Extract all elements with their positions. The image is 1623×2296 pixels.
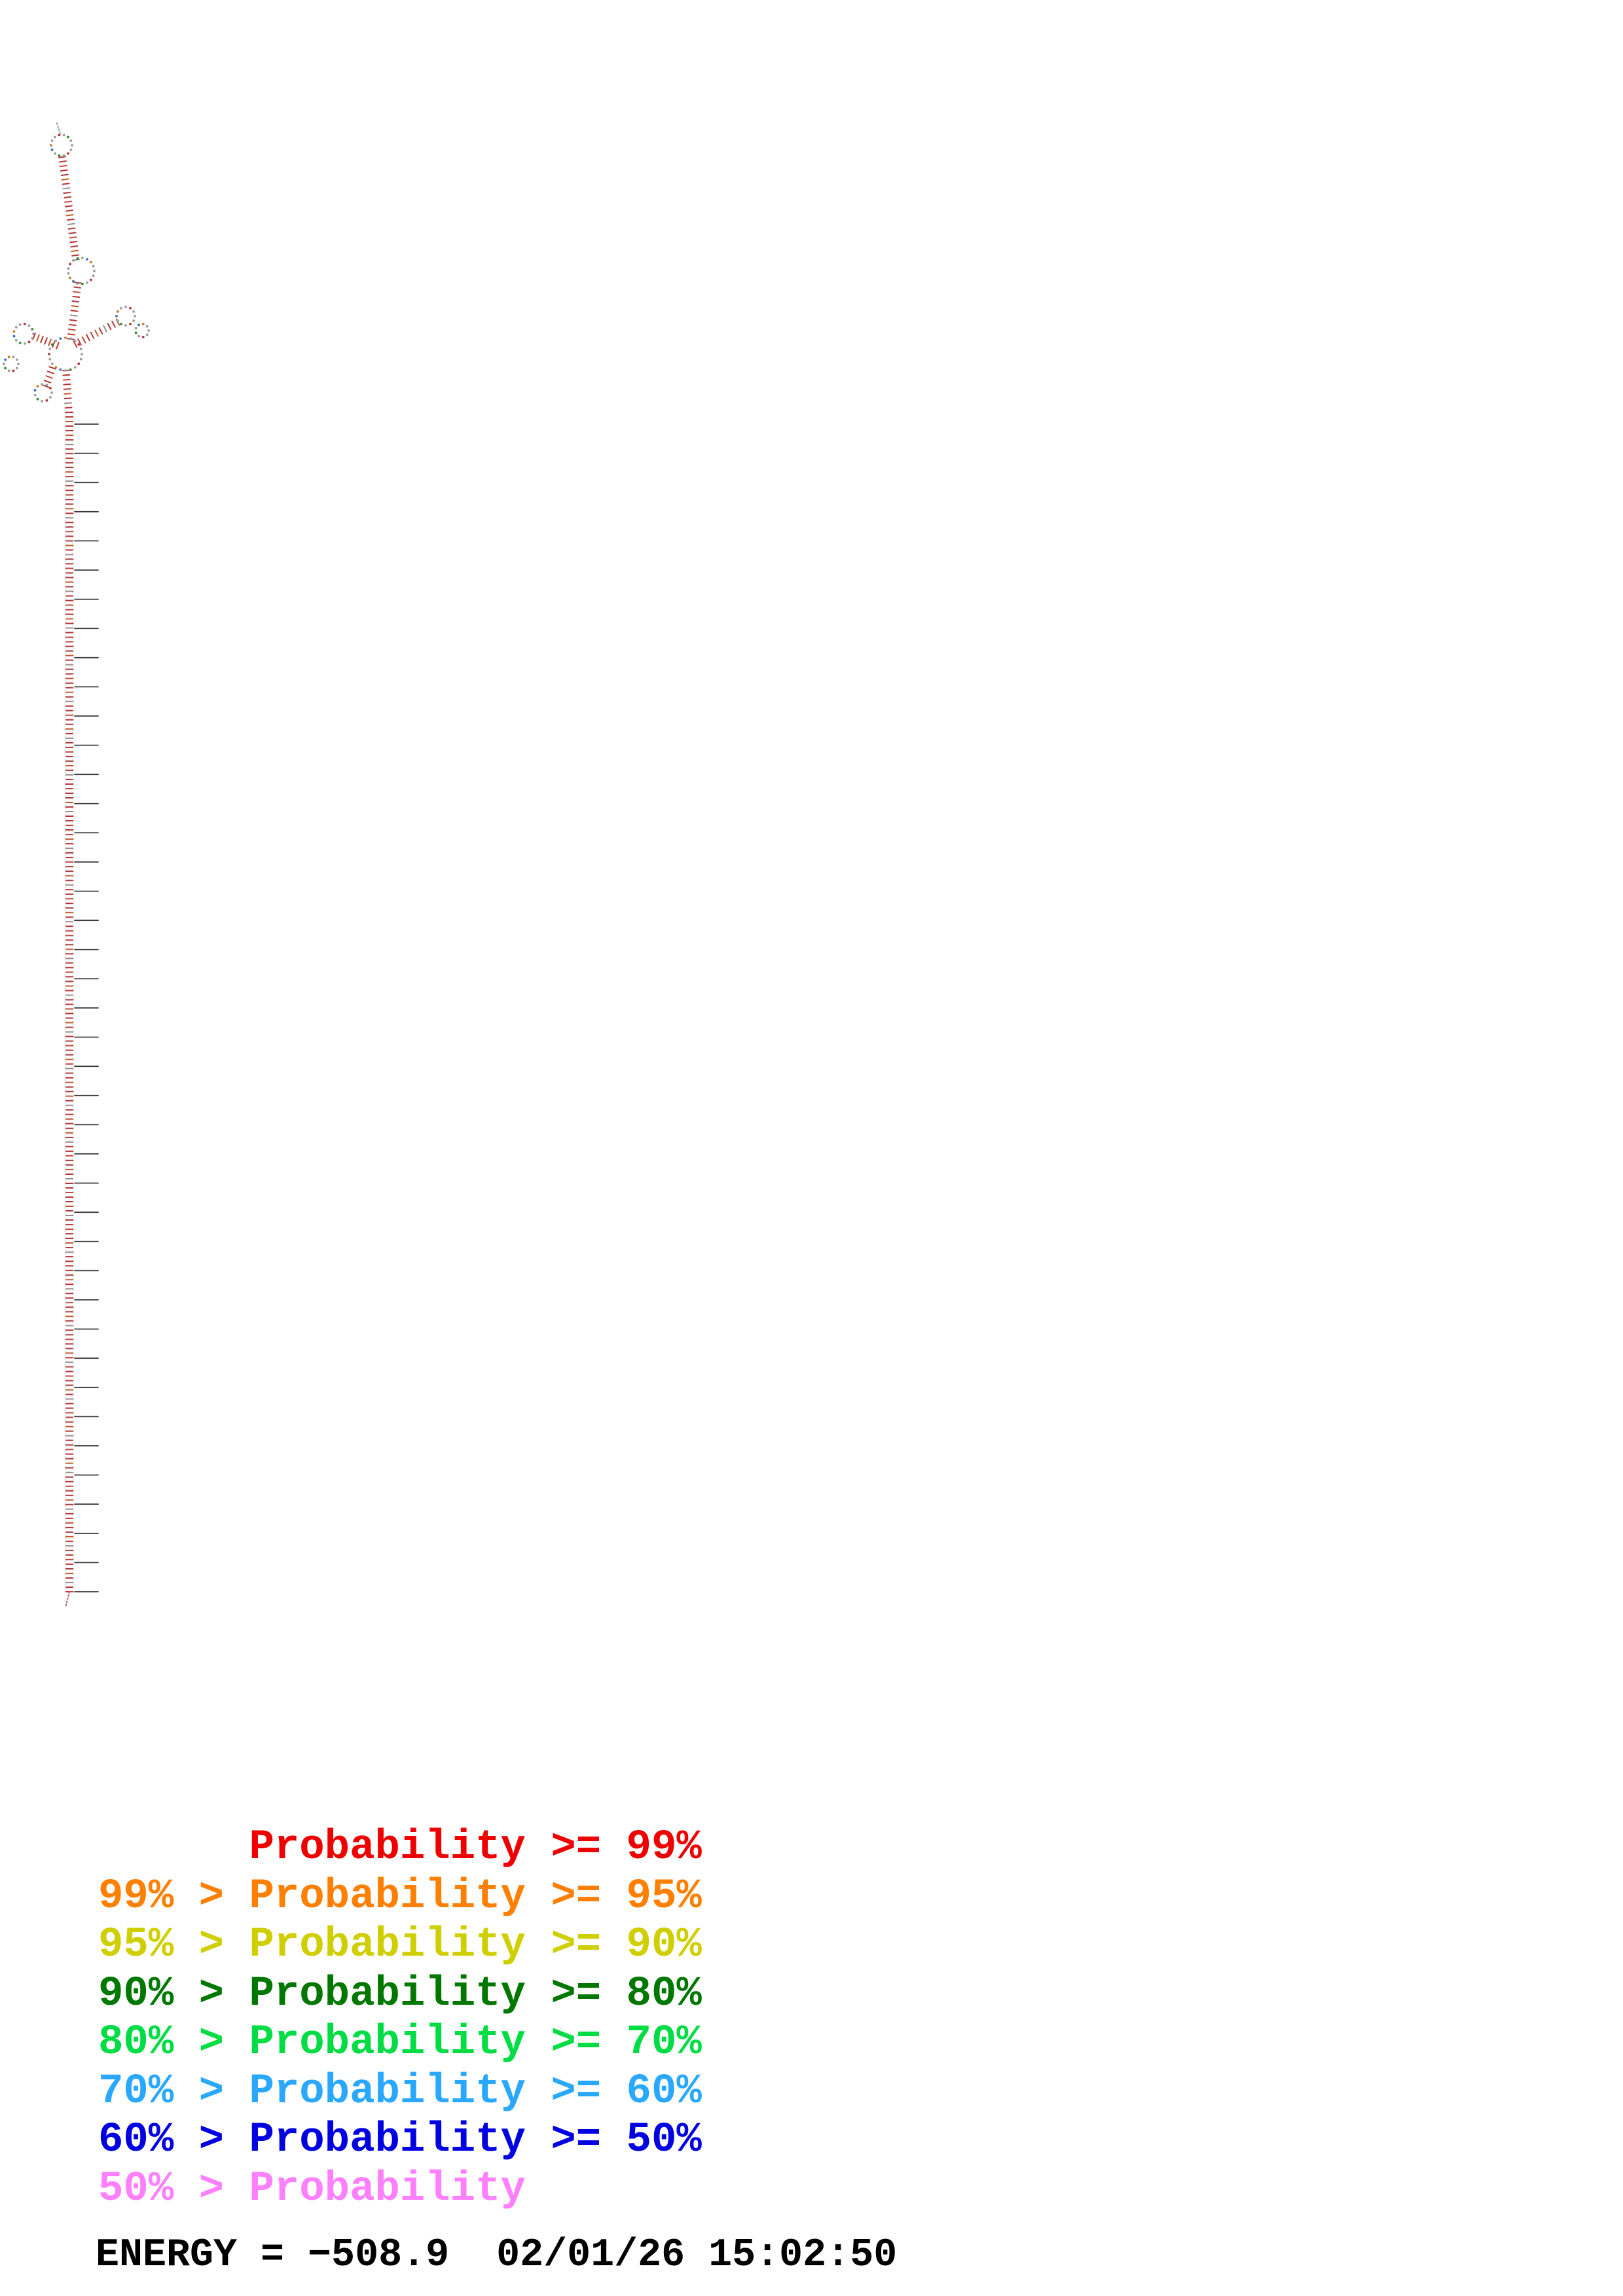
legend-item: 70% > Probability >= 60% bbox=[98, 2068, 702, 2115]
legend-item: 90% > Probability >= 80% bbox=[98, 1970, 702, 2018]
legend-item: Probability >= 99% bbox=[98, 1824, 702, 1871]
probability-legend: Probability >= 99% 99% > Probability >= … bbox=[98, 1823, 702, 2214]
legend-item: 50% > Probability bbox=[98, 2165, 526, 2213]
legend-item: 80% > Probability >= 70% bbox=[98, 2019, 702, 2066]
legend-item: 95% > Probability >= 90% bbox=[98, 1922, 702, 1969]
legend-item: 99% > Probability >= 95% bbox=[98, 1873, 702, 1920]
energy-readout: ENERGY = −508.9 02/01/26 15:02:50 bbox=[96, 2233, 898, 2278]
legend-item: 60% > Probability >= 50% bbox=[98, 2117, 702, 2164]
rna-structure-diagram bbox=[3, 121, 150, 1608]
